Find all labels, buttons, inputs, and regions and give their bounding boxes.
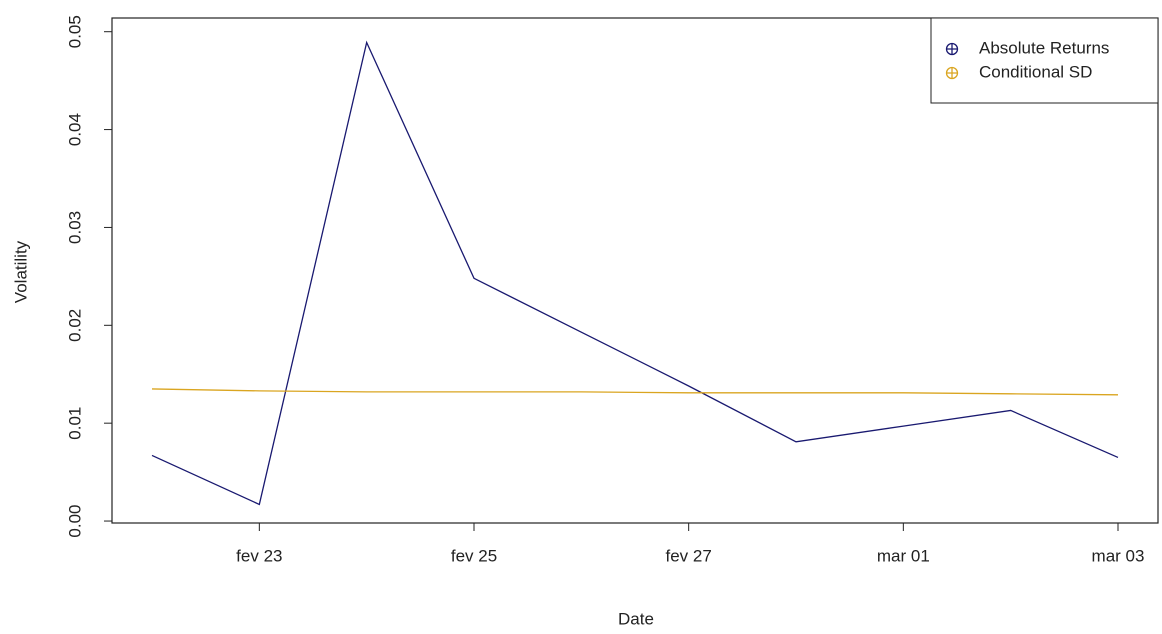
y-tick-label: 0.00 — [65, 504, 84, 537]
x-tick-label: fev 27 — [666, 546, 712, 565]
y-tick-label: 0.05 — [65, 15, 84, 48]
y-axis-label: Volatility — [11, 240, 30, 303]
y-tick-label: 0.01 — [65, 407, 84, 440]
x-tick-label: fev 25 — [451, 546, 497, 565]
y-tick-label: 0.02 — [65, 309, 84, 342]
line-series — [151, 40, 1119, 506]
x-tick-label: fev 23 — [236, 546, 282, 565]
x-tick-label: mar 03 — [1092, 546, 1145, 565]
y-tick-label: 0.04 — [65, 113, 84, 146]
x-axis-label: Date — [618, 609, 654, 628]
line-series — [151, 388, 1119, 396]
legend-label: Absolute Returns — [979, 38, 1109, 57]
legend-marker-cross — [946, 43, 958, 55]
legend-marker-cross — [946, 67, 958, 79]
y-tick-label: 0.03 — [65, 211, 84, 244]
legend-label: Conditional SD — [979, 62, 1092, 81]
legend-box — [930, 17, 1159, 104]
x-tick-label: mar 01 — [877, 546, 930, 565]
